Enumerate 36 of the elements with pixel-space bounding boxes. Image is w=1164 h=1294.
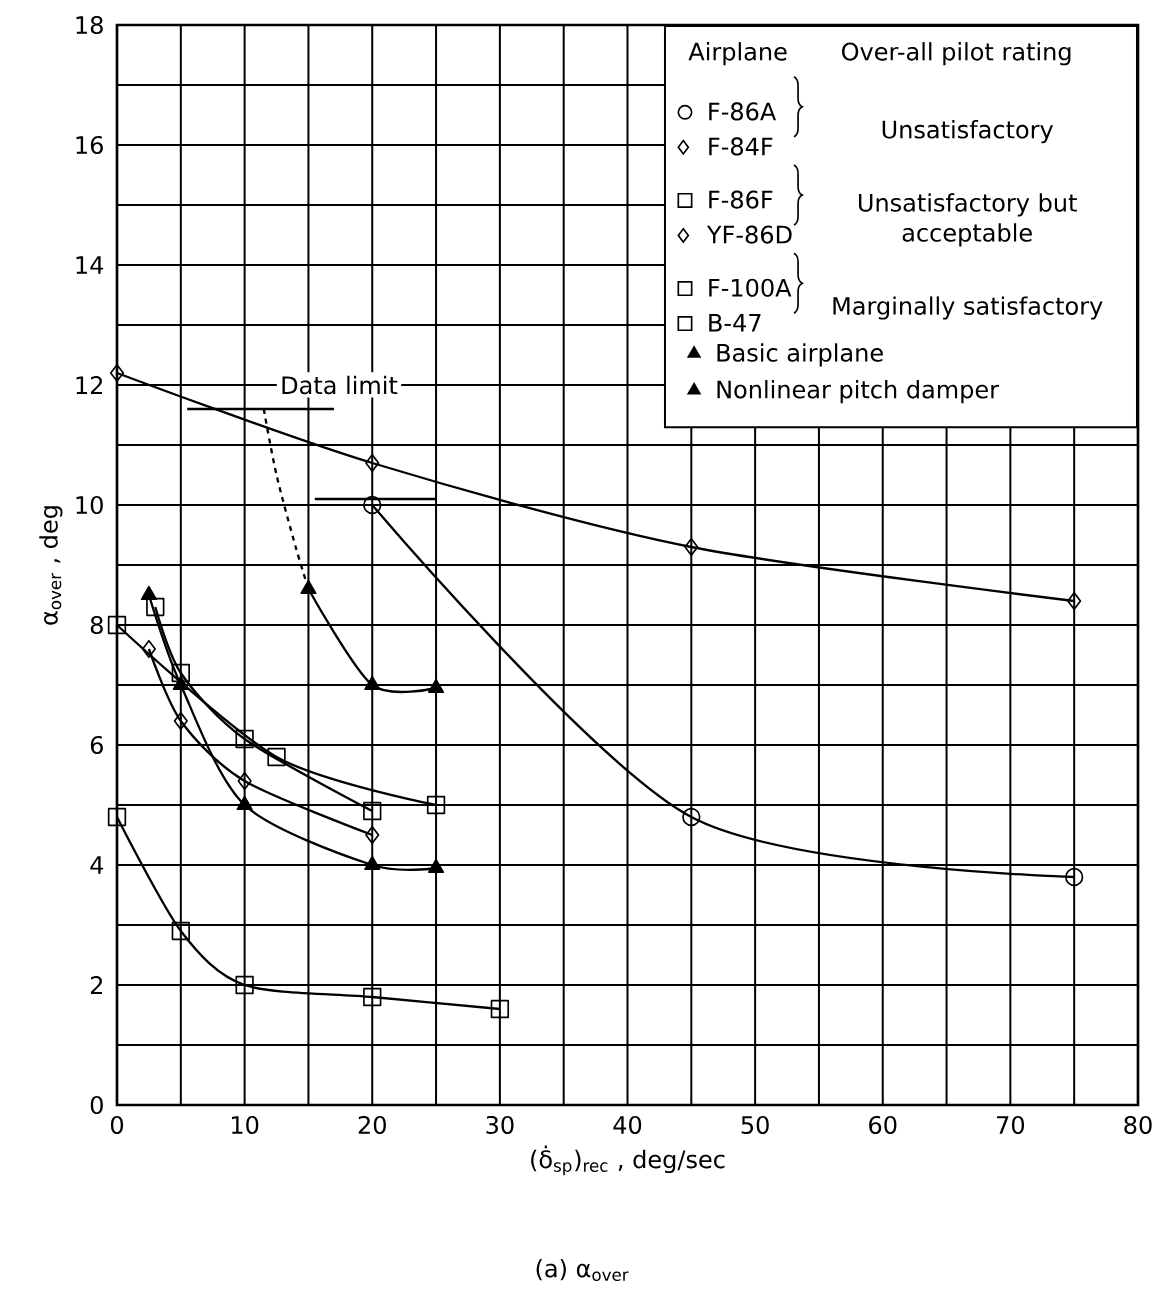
- legend-label: B-47: [709, 314, 761, 332]
- x-tick-label: 70: [997, 1115, 1025, 1135]
- legend-label: F-100A: [709, 278, 792, 297]
- annotation: Data limit: [282, 375, 398, 395]
- x-tick-label: 50: [741, 1115, 769, 1135]
- x-axis-title: (δ̇$_{sp}$)$_{rec}$ , deg/sec: [531, 1145, 725, 1176]
- x-tick-label: 10: [231, 1115, 259, 1135]
- y-axis-title: α$_{over}$ , deg: [39, 506, 63, 625]
- annotation: Unsatisfactory but acceptable: [858, 193, 1077, 247]
- annotation: Marginally satisfactory: [833, 296, 1103, 320]
- y-tick-label: 0: [90, 1095, 103, 1115]
- y-tick-label: 10: [76, 495, 103, 515]
- y-tick-label: 8: [90, 615, 103, 635]
- x-tick-label: 30: [486, 1115, 514, 1135]
- legend-title: Airplane: [688, 42, 787, 66]
- y-tick-label: 6: [90, 735, 103, 755]
- y-tick-label: 14: [76, 256, 104, 274]
- text: (a) α$_{over}$: [536, 1258, 629, 1282]
- y-tick-label: 18: [76, 15, 103, 35]
- y-tick-label: 4: [90, 856, 104, 874]
- x-tick-label: 0: [110, 1115, 124, 1135]
- annotation: Over-all pilot rating: [842, 42, 1071, 66]
- legend-label: YF-86D: [706, 225, 792, 244]
- y-tick-label: 12: [76, 376, 103, 394]
- legend-label: Basic airplane: [717, 343, 883, 367]
- x-tick-label: 40: [613, 1115, 642, 1135]
- x-tick-label: 80: [1124, 1115, 1152, 1135]
- legend-label: Nonlinear pitch damper: [717, 379, 1000, 404]
- legend-label: F-84F: [709, 137, 773, 156]
- y-tick-label: 2: [90, 976, 103, 994]
- x-tick-label: 20: [358, 1115, 386, 1135]
- annotation: Unsatisfactory: [882, 120, 1054, 144]
- legend-label: F-86F: [709, 190, 773, 209]
- x-tick-label: 60: [869, 1115, 897, 1135]
- legend-label: F-86A: [709, 102, 777, 121]
- y-tick-label: 16: [76, 135, 103, 155]
